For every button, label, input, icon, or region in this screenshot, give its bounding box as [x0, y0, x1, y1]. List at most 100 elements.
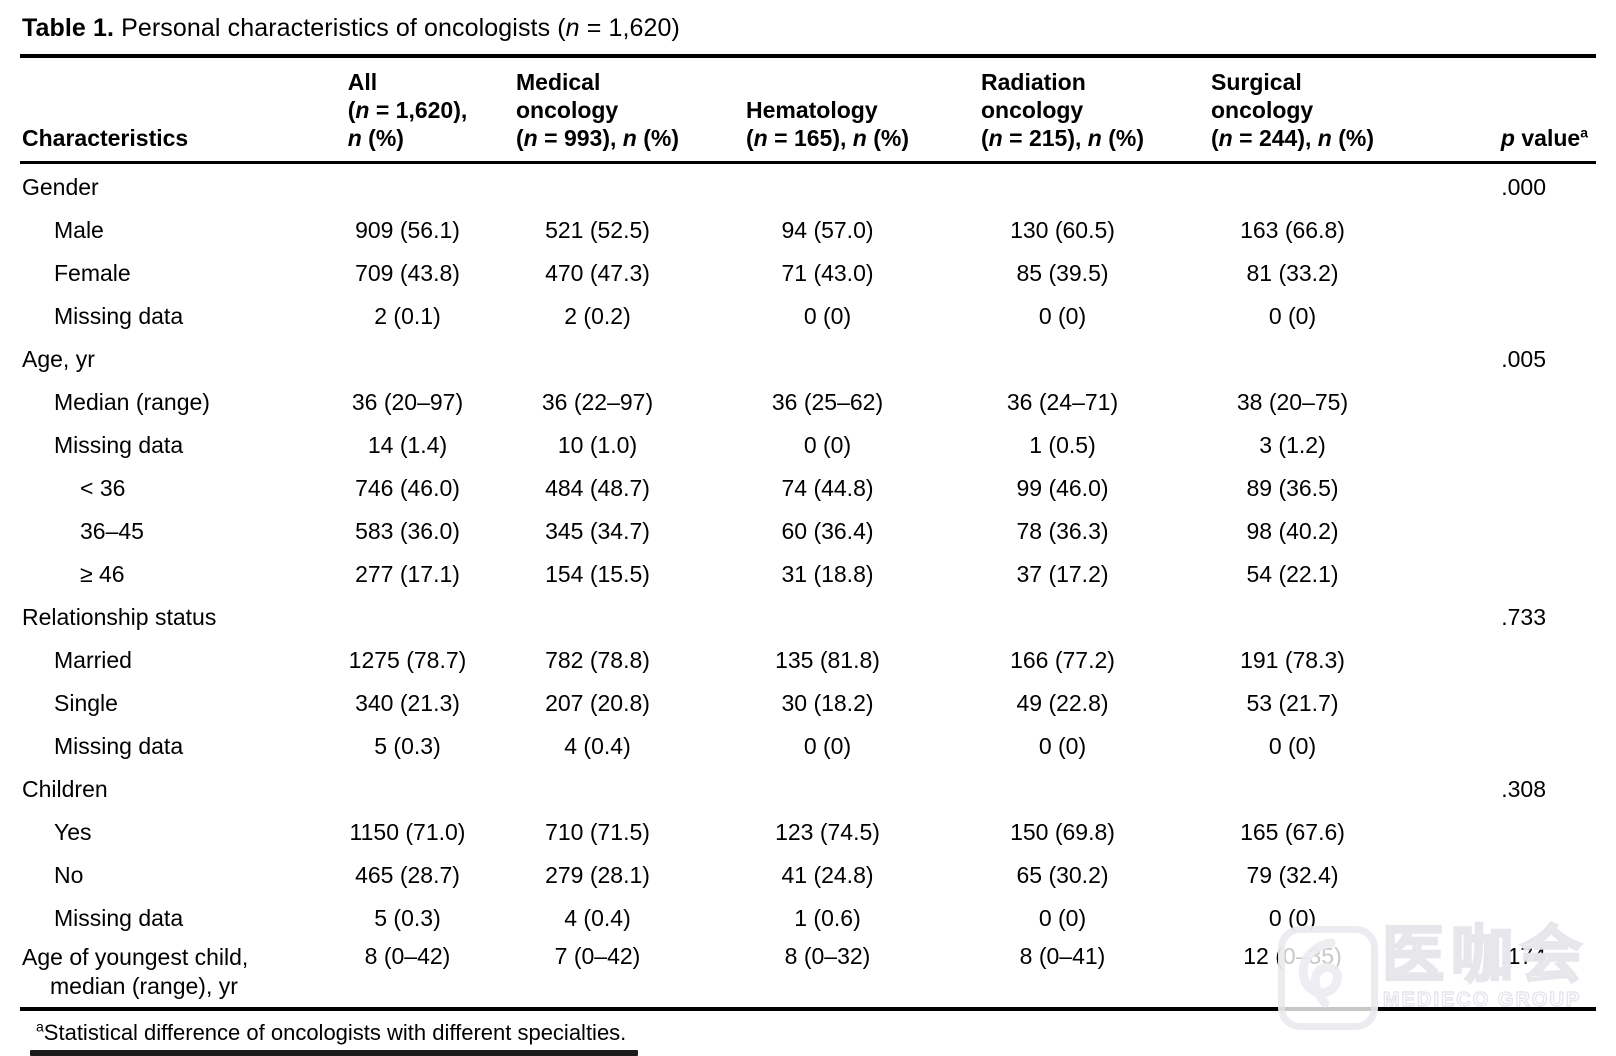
cell-value: 94 (57.0)	[781, 217, 874, 243]
column-header-lines: Medical oncology (n = 993), n (%)	[516, 69, 679, 151]
cell-value: 1150 (71.0)	[349, 819, 466, 845]
cell-value: 14 (1.4)	[367, 432, 448, 458]
cell-value: 4 (0.4)	[564, 905, 631, 931]
row-label: Married	[54, 647, 132, 673]
cell-value: 470 (47.3)	[545, 260, 650, 286]
table-title-number: Table 1.	[22, 14, 115, 42]
cell-value: 0 (0)	[803, 733, 852, 759]
cell-value: 709 (43.8)	[355, 260, 460, 286]
cell-value: 0 (0)	[803, 432, 852, 458]
cell-value: 909 (56.1)	[355, 217, 460, 243]
cell-value: 12 (0–35)	[1243, 943, 1342, 969]
table-row: < 36 746 (46.0) 484 (48.7) 74 (44.8) 99 (46.…	[20, 467, 1596, 510]
column-header-5: Surgical oncology (n = 244), n (%)	[1180, 68, 1405, 152]
cell-value: 277 (17.1)	[355, 561, 460, 587]
cell-value: 163 (66.8)	[1240, 217, 1345, 243]
column-header-lines: Hematology (n = 165), n (%)	[746, 97, 909, 151]
table-row: Female 709 (43.8) 470 (47.3) 71 (43.0) 85 (3…	[20, 252, 1596, 295]
row-label: No	[54, 862, 84, 888]
row-label: Age of youngest child, median (range), yr	[22, 944, 249, 999]
cell-p-value: .308	[1501, 776, 1546, 802]
cell-value: 3 (1.2)	[1259, 432, 1326, 458]
cell-value: 782 (78.8)	[545, 647, 650, 673]
cell-value: 99 (46.0)	[1016, 475, 1109, 501]
column-header-p-value: p valuea	[1405, 68, 1596, 152]
cell-value: 345 (34.7)	[545, 518, 650, 544]
table-row: Age of youngest child, median (range), yr…	[20, 940, 1596, 1001]
row-label: < 36	[80, 475, 126, 501]
cell-value: 8 (0–41)	[1019, 943, 1106, 969]
cell-value: 340 (21.3)	[355, 690, 460, 716]
cell-value: 89 (36.5)	[1246, 475, 1339, 501]
table-footnote: aStatistical difference of oncologists w…	[20, 1011, 1596, 1046]
cell-value: 49 (22.8)	[1016, 690, 1109, 716]
cell-value: 154 (15.5)	[545, 561, 650, 587]
row-label: Single	[54, 690, 118, 716]
row-label: ≥ 46	[80, 561, 125, 587]
cell-value: 165 (67.6)	[1240, 819, 1345, 845]
column-header-lines: Radiation oncology (n = 215), n (%)	[981, 69, 1144, 151]
table-row: Yes 1150 (71.0) 710 (71.5) 123 (74.5) 150 (6…	[20, 811, 1596, 854]
cell-value: 0 (0)	[1038, 905, 1087, 931]
footnote-text: Statistical difference of oncologists wi…	[43, 1020, 627, 1045]
cell-p-value: .174	[1501, 943, 1546, 969]
row-label: Age, yr	[22, 346, 95, 372]
cell-value: 521 (52.5)	[545, 217, 650, 243]
cell-value: 36 (25–62)	[771, 389, 884, 415]
cell-value: 710 (71.5)	[545, 819, 650, 845]
row-label: Missing data	[54, 905, 184, 931]
cell-value: 207 (20.8)	[545, 690, 650, 716]
cell-value: 191 (78.3)	[1240, 647, 1345, 673]
cell-value: 1 (0.5)	[1029, 432, 1096, 458]
cell-value: 135 (81.8)	[775, 647, 880, 673]
cell-value: 1 (0.6)	[794, 905, 861, 931]
table-row: Missing data 5 (0.3) 4 (0.4) 0 (0) 0 (0) 0 (0…	[20, 725, 1596, 768]
cell-value: 279 (28.1)	[545, 862, 650, 888]
table-row: Relationship status .733	[20, 596, 1596, 639]
cell-value: 81 (33.2)	[1246, 260, 1339, 286]
table-row: 36–45 583 (36.0) 345 (34.7) 60 (36.4) 78 (36…	[20, 510, 1596, 553]
row-label: 36–45	[80, 518, 144, 544]
cell-value: 65 (30.2)	[1016, 862, 1109, 888]
table-row: ≥ 46 277 (17.1) 154 (15.5) 31 (18.8) 37 (17.…	[20, 553, 1596, 596]
cell-value: 31 (18.8)	[781, 561, 874, 587]
table-row: Missing data 5 (0.3) 4 (0.4) 1 (0.6) 0 (0) 0 …	[20, 897, 1596, 940]
cell-value: 130 (60.5)	[1010, 217, 1115, 243]
table-row: Single 340 (21.3) 207 (20.8) 30 (18.2) 49 (2…	[20, 682, 1596, 725]
row-label: Yes	[54, 819, 92, 845]
column-header-3: Hematology (n = 165), n (%)	[710, 68, 945, 152]
table-row: Age, yr .005	[20, 338, 1596, 381]
p-value-header-label: p valuea	[1500, 124, 1588, 151]
cutoff-next-line-fragment	[30, 1050, 638, 1056]
cell-value: 465 (28.7)	[355, 862, 460, 888]
cell-value: 36 (20–97)	[351, 389, 464, 415]
table-title-text: Personal characteristics of oncologists …	[121, 14, 680, 42]
cell-value: 37 (17.2)	[1016, 561, 1109, 587]
table-title: Table 1. Personal characteristics of onc…	[20, 0, 1596, 54]
cell-value: 583 (36.0)	[355, 518, 460, 544]
column-header-1: All (n = 1,620), n (%)	[330, 68, 485, 152]
table-header-row: Characteristics All (n = 1,620), n (%) Medi…	[20, 54, 1596, 164]
table-row: No 465 (28.7) 279 (28.1) 41 (24.8) 65 (30.2)…	[20, 854, 1596, 897]
column-header-lines: Surgical oncology (n = 244), n (%)	[1211, 69, 1374, 151]
table-row: Gender .000	[20, 166, 1596, 209]
cell-value: 0 (0)	[1268, 905, 1317, 931]
row-label: Missing data	[54, 432, 184, 458]
cell-value: 74 (44.8)	[781, 475, 874, 501]
cell-value: 98 (40.2)	[1246, 518, 1339, 544]
cell-value: 7 (0–42)	[554, 943, 641, 969]
column-header-label: Characteristics	[22, 125, 189, 151]
cell-p-value: .000	[1501, 174, 1546, 200]
column-header-4: Radiation oncology (n = 215), n (%)	[945, 68, 1180, 152]
table-row: Missing data 14 (1.4) 10 (1.0) 0 (0) 1 (0.5)…	[20, 424, 1596, 467]
cell-p-value: .733	[1501, 604, 1546, 630]
row-label: Children	[22, 776, 108, 802]
cell-value: 36 (22–97)	[541, 389, 654, 415]
cell-value: 0 (0)	[1038, 303, 1087, 329]
table-row: Missing data 2 (0.1) 2 (0.2) 0 (0) 0 (0) 0 (0…	[20, 295, 1596, 338]
cell-value: 36 (24–71)	[1006, 389, 1119, 415]
cell-value: 166 (77.2)	[1010, 647, 1115, 673]
cell-value: 53 (21.7)	[1246, 690, 1339, 716]
table-row: Male 909 (56.1) 521 (52.5) 94 (57.0) 130 (60…	[20, 209, 1596, 252]
